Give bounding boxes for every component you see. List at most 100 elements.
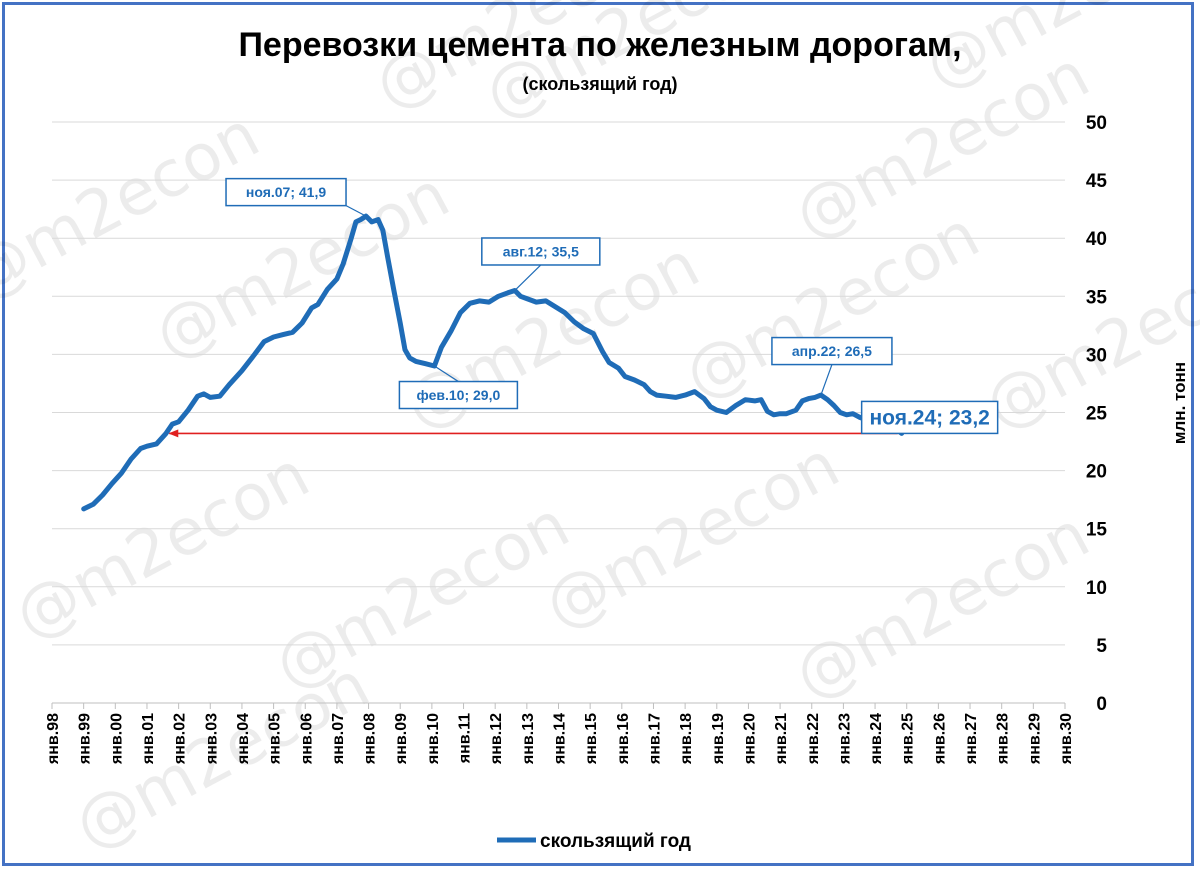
x-tick-label: янв.27 — [963, 713, 980, 765]
data-point — [801, 400, 803, 402]
chart-subtitle: (скользящий год) — [522, 74, 677, 94]
data-point — [409, 357, 411, 359]
data-point — [725, 411, 727, 414]
y-tick-label: 30 — [1086, 345, 1107, 366]
legend-label: скользящий год — [540, 831, 691, 852]
x-tick-label: янв.13 — [520, 713, 537, 765]
annotation-callout: ноя.07; 41,9 — [225, 177, 367, 217]
x-tick-label: янв.17 — [646, 713, 663, 765]
data-point — [526, 298, 528, 300]
y-tick-label: 25 — [1086, 404, 1108, 425]
data-point — [415, 360, 417, 362]
x-tick-label: янв.05 — [267, 713, 284, 765]
data-point — [535, 301, 537, 303]
x-tick-label: янв.22 — [805, 713, 822, 765]
x-tick-label: янв.24 — [868, 713, 885, 765]
y-tick-label: 40 — [1086, 229, 1107, 250]
y-axis: 0 5 10 15 20 25 30 35 40 45 50 — [1086, 113, 1108, 715]
annotation-box — [771, 336, 893, 366]
data-point — [735, 404, 737, 407]
data-point — [785, 413, 788, 415]
data-point — [254, 353, 256, 355]
x-tick-label: янв.18 — [678, 713, 695, 765]
data-point — [858, 416, 860, 418]
data-point — [709, 406, 712, 408]
x-tick-label: янв.29 — [1026, 713, 1043, 765]
data-point — [649, 390, 651, 393]
data-point — [219, 395, 221, 397]
y-tick-label: 35 — [1086, 287, 1108, 308]
y-tick-label: 5 — [1096, 636, 1107, 657]
x-tick-label: янв.10 — [425, 713, 442, 765]
data-point — [826, 399, 829, 401]
x-tick-label: янв.21 — [773, 713, 790, 765]
annotation-callout: авг.12; 35,5 — [481, 237, 601, 291]
data-point — [228, 384, 230, 386]
data-point — [355, 221, 357, 223]
data-point — [178, 421, 180, 423]
x-tick-label: янв.01 — [140, 713, 157, 765]
data-point — [377, 219, 379, 221]
y-tick-label: 20 — [1086, 462, 1107, 483]
data-point — [779, 413, 781, 415]
data-point — [450, 330, 452, 332]
data-point — [310, 307, 313, 309]
x-tick-label: янв.08 — [362, 713, 379, 765]
annotation-leader — [820, 364, 833, 396]
data-point — [839, 411, 841, 414]
watermark: @m2econ — [533, 428, 851, 644]
data-point — [404, 349, 406, 351]
x-tick-label: янв.00 — [108, 713, 125, 765]
annotations: ноя.07; 41,9 фев.10; 29,0 авг.12; 35,5 апр.… — [225, 177, 999, 435]
data-point — [102, 494, 104, 496]
x-tick-label: янв.28 — [995, 713, 1012, 765]
data-point — [656, 394, 658, 396]
data-point — [263, 341, 265, 343]
data-point — [592, 332, 594, 335]
data-point — [386, 256, 389, 258]
data-point — [760, 399, 762, 401]
chart-title: Перевозки цемента по железным дорогам, — [238, 26, 961, 64]
data-point — [684, 394, 686, 396]
data-point — [583, 328, 585, 330]
data-point — [326, 288, 329, 290]
annotation-label: фев.10; 29,0 — [417, 387, 501, 403]
y-tick-label: 45 — [1086, 171, 1108, 192]
data-point — [507, 292, 509, 294]
data-point — [317, 303, 319, 306]
x-tick-label: янв.04 — [235, 713, 252, 765]
y-axis-label: млн. тонн — [1170, 362, 1189, 444]
x-tick-label: янв.02 — [172, 713, 189, 765]
data-point — [469, 302, 471, 304]
series-points — [83, 215, 903, 510]
annotation-box — [481, 237, 601, 266]
data-point — [807, 397, 810, 400]
y-tick-label: 15 — [1086, 520, 1108, 541]
data-point — [703, 397, 705, 400]
data-point — [675, 396, 677, 398]
data-point — [608, 361, 610, 364]
data-point — [519, 295, 522, 297]
data-point — [624, 375, 626, 378]
data-point — [165, 432, 167, 435]
watermark: @m2econ — [783, 498, 1101, 714]
data-point — [350, 237, 352, 239]
x-tick-label: янв.20 — [741, 713, 758, 765]
annotation-label: ноя.24; 23,2 — [869, 406, 989, 429]
y-tick-label: 10 — [1086, 578, 1107, 599]
annotation-leader — [434, 365, 459, 383]
data-point — [393, 289, 395, 292]
data-point — [564, 311, 566, 314]
data-point — [336, 278, 338, 280]
annotation-callout: апр.22; 26,5 — [771, 336, 893, 396]
data-point — [291, 331, 294, 333]
data-point — [382, 229, 384, 231]
x-tick-label: янв.23 — [836, 713, 853, 765]
x-tick-label: янв.25 — [900, 713, 917, 765]
annotation-callout: ноя.24; 23,2 — [860, 400, 999, 435]
x-tick-label: янв.98 — [45, 713, 62, 765]
data-point — [573, 321, 575, 323]
data-point — [342, 263, 344, 265]
data-point — [845, 414, 848, 416]
